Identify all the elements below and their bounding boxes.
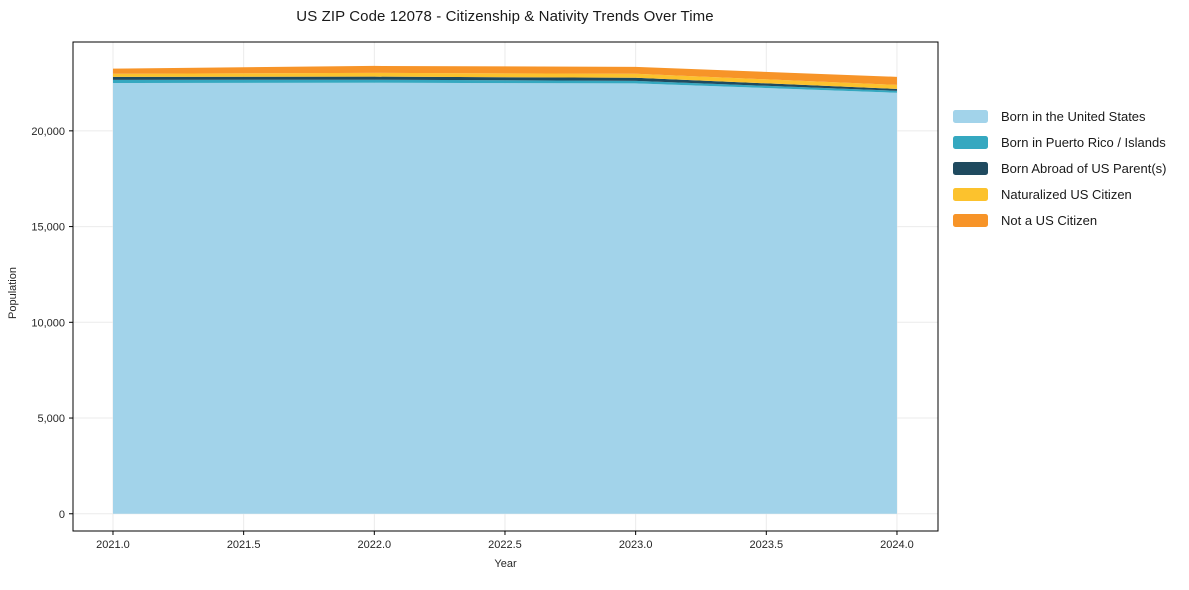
y-tick-label: 15,000 (31, 222, 65, 234)
legend-swatch (953, 135, 988, 149)
y-tick-labels: 0 5,000 10,000 15,000 20,000 (31, 126, 73, 521)
y-tick-label: 20,000 (31, 126, 65, 138)
legend-item: Naturalized US Citizen (953, 181, 1166, 207)
legend-label: Born in the United States (1001, 108, 1146, 124)
x-tick-labels: 2021.0 2021.5 2022.0 2022.5 2023.0 2023.5 2024… (96, 531, 914, 551)
area-series (112, 79, 897, 93)
legend: Born in the United States Born in Puerto… (953, 103, 1166, 233)
area-series (112, 82, 897, 514)
legend-item: Born in Puerto Rico / Islands (953, 129, 1166, 155)
legend-label: Not a US Citizen (1001, 212, 1098, 228)
x-tick-label: 2023.0 (619, 539, 653, 551)
x-tick-label: 2024.0 (880, 539, 914, 551)
area-series (112, 72, 897, 89)
area-series (112, 65, 897, 85)
area-series (112, 76, 897, 91)
legend-swatch (953, 161, 988, 175)
x-tick-label: 2021.0 (96, 539, 130, 551)
y-axis-label: Population (7, 267, 19, 319)
legend-label: Born Abroad of US Parent(s) (1001, 160, 1167, 176)
y-tick-label: 0 (59, 509, 65, 521)
legend-item: Not a US Citizen (953, 207, 1166, 233)
x-tick-label: 2023.5 (749, 539, 783, 551)
plot-spines (72, 41, 939, 532)
x-tick-label: 2022.0 (357, 539, 391, 551)
legend-item: Born in the United States (953, 103, 1166, 129)
legend-swatch (953, 213, 988, 227)
legend-item: Born Abroad of US Parent(s) (953, 155, 1166, 181)
x-tick-label: 2021.5 (227, 539, 261, 551)
x-axis-label: Year (494, 558, 517, 570)
y-tick-label: 10,000 (31, 317, 65, 329)
stacked-areas (112, 65, 897, 514)
chart-title: US ZIP Code 12078 - Citizenship & Nativi… (296, 8, 714, 25)
legend-swatch (953, 187, 988, 201)
y-tick-label: 5,000 (37, 413, 65, 425)
x-tick-label: 2022.5 (488, 539, 522, 551)
legend-label: Naturalized US Citizen (1001, 186, 1132, 202)
legend-label: Born in Puerto Rico / Islands (1001, 134, 1166, 150)
legend-swatch (953, 109, 988, 123)
